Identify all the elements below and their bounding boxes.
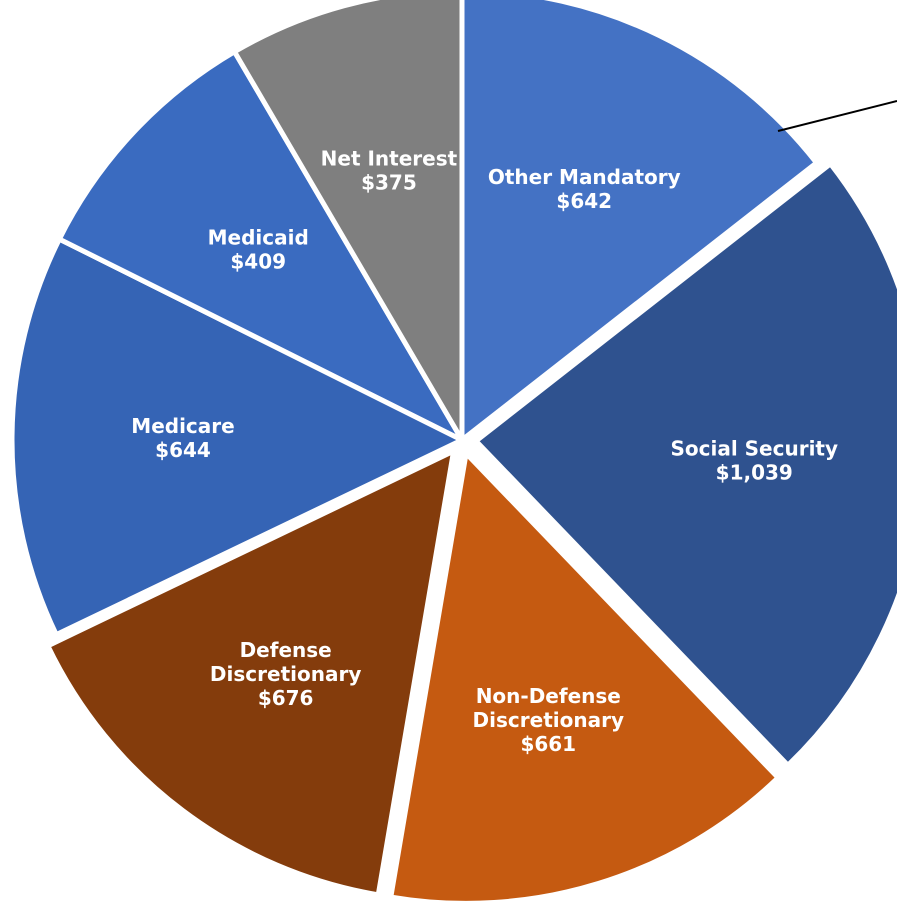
slice-value-label: $642 bbox=[556, 189, 612, 213]
pie-slice-medicare bbox=[9, 236, 465, 638]
slice-label-net-interest: Net Interest $375 bbox=[321, 147, 458, 195]
pie-slice-defense-discretionary bbox=[45, 448, 457, 898]
slice-label-defense-discretionary: Defense Discretionary $676 bbox=[210, 638, 361, 710]
slice-name-label: Discretionary bbox=[473, 708, 624, 732]
pie-slice-social-security bbox=[473, 161, 897, 768]
pie-slice-medicaid bbox=[56, 49, 465, 443]
slice-value-label: $1,039 bbox=[716, 461, 793, 485]
slice-name-label: Defense bbox=[240, 638, 332, 662]
slice-label-other-mandatory: Other Mandatory $642 bbox=[488, 165, 681, 213]
slice-label-non-defense-discretionary: Non-Defense Discretionary $661 bbox=[473, 684, 624, 756]
slice-value-label: $409 bbox=[230, 249, 286, 273]
slice-value-label: $676 bbox=[258, 686, 314, 710]
pie-slice-non-defense-discretionary bbox=[388, 450, 781, 906]
slice-value-label: $661 bbox=[520, 732, 576, 756]
slice-name-label: Other Mandatory bbox=[488, 165, 681, 189]
slice-name-label: Medicare bbox=[131, 414, 234, 438]
pie-labels: Other Mandatory $642 Social Security $1,039… bbox=[131, 147, 838, 756]
leader-line bbox=[777, 100, 897, 132]
pie-slice-net-interest bbox=[232, 0, 465, 443]
slice-name-label: Social Security bbox=[670, 437, 838, 461]
slice-label-medicare: Medicare $644 bbox=[131, 414, 234, 462]
slice-name-label: Medicaid bbox=[208, 225, 309, 249]
slice-value-label: $375 bbox=[361, 171, 417, 195]
slice-value-label: $644 bbox=[155, 438, 211, 462]
slice-name-label: Discretionary bbox=[210, 662, 361, 686]
slice-name-label: Non-Defense bbox=[476, 684, 621, 708]
pie-slices bbox=[9, 0, 897, 906]
slice-name-label: Net Interest bbox=[321, 147, 458, 171]
slice-label-social-security: Social Security $1,039 bbox=[670, 437, 838, 485]
slice-label-medicaid: Medicaid $409 bbox=[208, 225, 309, 273]
